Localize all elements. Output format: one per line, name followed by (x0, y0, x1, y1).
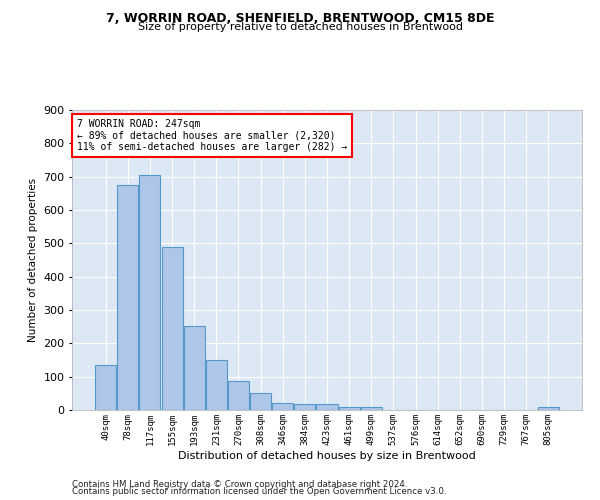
Bar (250, 394, 271, 410)
Bar (161, 246, 182, 410)
Bar (361, 408, 382, 410)
Bar (272, 402, 293, 410)
Bar (95, 365, 116, 410)
Bar (206, 360, 227, 410)
Bar (538, 408, 559, 410)
Bar (118, 185, 139, 410)
Bar (316, 404, 338, 410)
Text: 7 WORRIN ROAD: 247sqm
← 89% of detached houses are smaller (2,320)
11% of semi-d: 7 WORRIN ROAD: 247sqm ← 89% of detached … (77, 119, 347, 152)
Bar (139, 175, 160, 410)
X-axis label: Distribution of detached houses by size in Brentwood: Distribution of detached houses by size … (178, 450, 476, 460)
Y-axis label: Number of detached properties: Number of detached properties (28, 178, 38, 342)
Text: Contains public sector information licensed under the Open Government Licence v3: Contains public sector information licen… (72, 488, 446, 496)
Text: Size of property relative to detached houses in Brentwood: Size of property relative to detached ho… (137, 22, 463, 32)
Bar (184, 326, 205, 410)
Bar (228, 380, 249, 410)
Bar (338, 406, 359, 410)
Text: Contains HM Land Registry data © Crown copyright and database right 2024.: Contains HM Land Registry data © Crown c… (72, 480, 407, 489)
Text: 7, WORRIN ROAD, SHENFIELD, BRENTWOOD, CM15 8DE: 7, WORRIN ROAD, SHENFIELD, BRENTWOOD, CM… (106, 12, 494, 26)
Bar (295, 404, 316, 410)
